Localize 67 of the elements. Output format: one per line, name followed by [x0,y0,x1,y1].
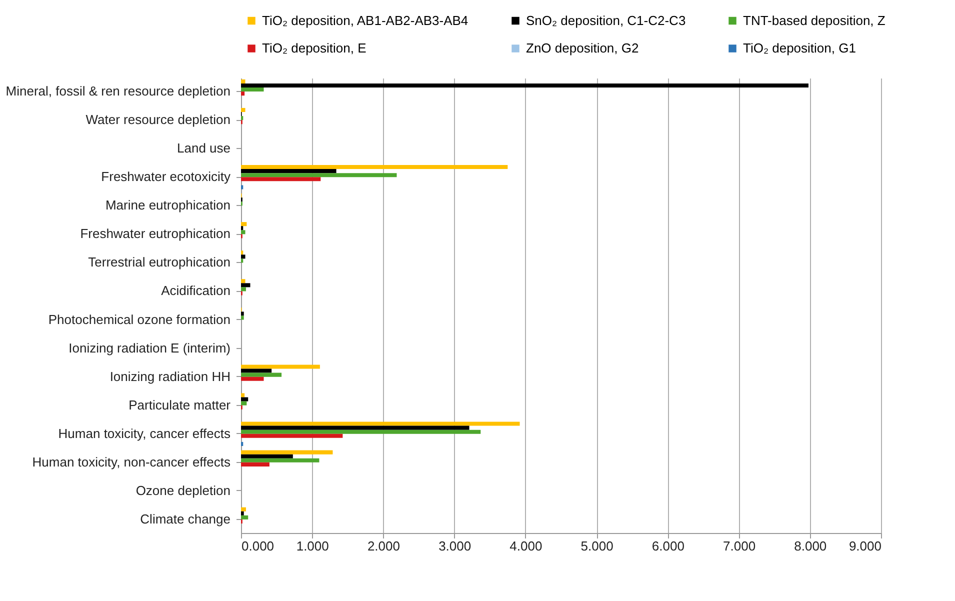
y-tick-label: Ionizing radiation E (interim) [68,340,230,356]
bar [241,165,508,170]
bar [241,177,321,182]
bar [241,426,470,430]
bar [241,434,343,438]
bar [241,312,244,316]
bar [241,401,247,406]
bar [241,397,248,402]
bar [241,88,264,92]
bar [241,507,246,512]
y-tick-label: Ionizing radiation HH [110,368,230,384]
y-tick-label: Human toxicity, cancer effects [58,426,231,441]
y-tick-label: Particulate matter [128,397,232,412]
y-tick-label: Ozone depletion [136,482,230,498]
x-tick-label: 1.000 [296,538,329,554]
y-tick-label: Freshwater ecotoxicity [101,169,231,184]
legend-label: TNT-based deposition, Z [743,12,886,28]
legend-label: ZnO deposition, G2 [526,40,639,56]
x-tick-label: 5.000 [580,538,614,554]
x-tick-label: 4.000 [510,538,542,554]
x-tick-label: 9.000 [848,538,882,554]
legend-label: TiO₂ deposition, E [262,40,367,56]
bar [241,368,272,373]
bar [241,92,245,96]
x-tick-label: 6.000 [652,538,684,554]
y-tick-label: Terrestrial eutrophication [88,254,230,270]
y-tick-label: Land use [177,140,230,156]
x-tick-label: 0.000 [242,538,274,554]
bar [241,450,333,454]
bar [241,458,320,462]
bar [241,372,282,377]
legend-label: TiO₂ deposition, G1 [743,40,856,56]
y-tick-label: Climate change [140,511,230,526]
bar [241,287,246,292]
bar [241,393,245,398]
bar [241,430,481,434]
bar [241,454,293,458]
y-tick-label: Water resource depletion [86,112,230,128]
y-tick-label: Freshwater eutrophication [80,226,230,242]
bar [241,169,336,174]
bar [241,173,397,178]
bar [241,254,246,259]
bar [241,108,246,112]
bar [241,515,248,520]
bar [241,79,246,84]
bar [241,283,250,288]
y-tick-label: Mineral, fossil & ren resource depletion [6,84,230,99]
y-tick-label: Acidification [161,283,230,298]
bar [241,279,246,284]
legend-label: SnO₂ deposition, C1-C2-C3 [526,12,686,28]
legend-label: TiO₂ deposition, AB1-AB2-AB3-AB4 [262,12,468,28]
bar [241,316,244,320]
x-tick-label: 8.000 [794,538,827,554]
x-tick-label: 7.000 [723,538,756,554]
y-tick-label: Photochemical ozone formation [48,312,230,327]
bar [241,83,808,88]
y-tick-label: Marine eutrophication [105,198,230,213]
y-tick-label: Human toxicity, non-cancer effects [32,454,231,470]
bar [241,462,270,466]
x-tick-label: 2.000 [367,538,400,554]
bar [241,376,264,381]
bar [241,422,520,426]
bar [241,511,244,516]
bar [241,364,320,369]
x-tick-label: 3.000 [438,538,472,554]
bar [241,230,246,234]
bar [241,222,247,226]
